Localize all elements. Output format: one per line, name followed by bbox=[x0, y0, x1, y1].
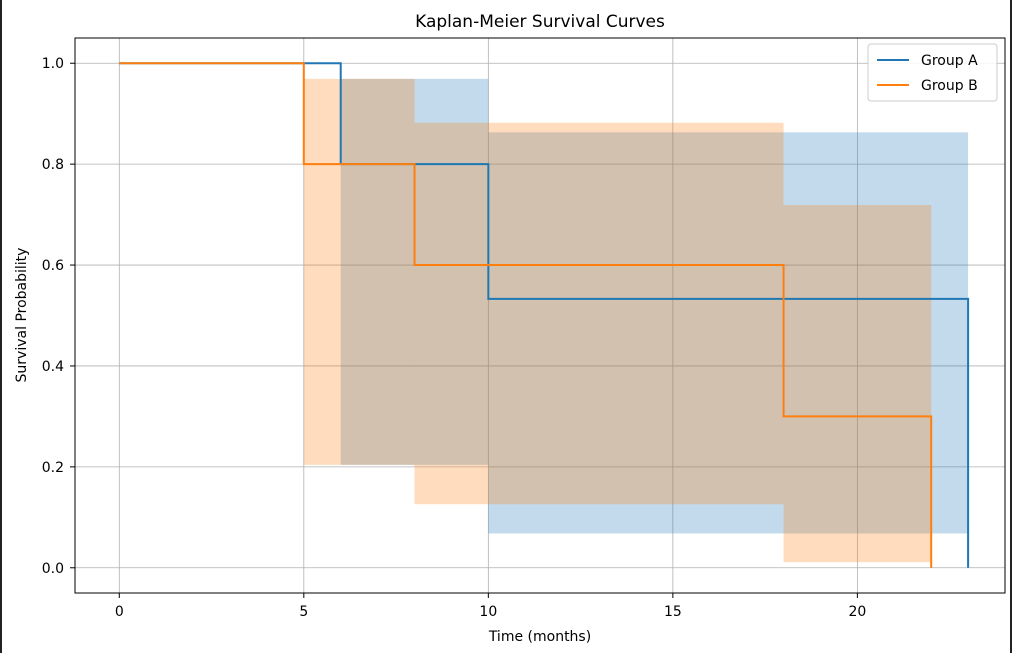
y-tick-label: 0.2 bbox=[42, 460, 64, 476]
chart-title: Kaplan-Meier Survival Curves bbox=[415, 12, 665, 32]
ci-band-group-a bbox=[488, 132, 784, 534]
x-tick-label: 5 bbox=[299, 604, 308, 620]
x-axis-label: Time (months) bbox=[488, 629, 591, 645]
y-tick-label: 0.8 bbox=[42, 157, 64, 173]
ci-band-group-b bbox=[783, 205, 932, 563]
y-tick-label: 0.0 bbox=[42, 561, 64, 577]
legend: Group A Group B bbox=[867, 43, 998, 102]
plot-frame bbox=[74, 37, 1006, 594]
left-window-border bbox=[0, 0, 2, 653]
x-tick-label: 20 bbox=[848, 604, 866, 620]
survival-line-group-a bbox=[119, 62, 970, 568]
axis-ticks: 0 5 10 15 20 0.0 0.2 0.4 0.6 0.8 1.0 bbox=[42, 56, 867, 620]
y-axis-label: Survival Probability bbox=[14, 248, 30, 383]
ci-band-group-a bbox=[783, 132, 969, 534]
x-tick-label: 10 bbox=[479, 604, 497, 620]
survival-line-group-b bbox=[119, 62, 933, 568]
ci-band-group-b bbox=[414, 122, 784, 505]
legend-box bbox=[867, 43, 998, 102]
y-tick-label: 0.6 bbox=[42, 258, 64, 274]
y-tick-label: 1.0 bbox=[42, 56, 64, 72]
survival-lines bbox=[119, 62, 970, 568]
ci-band-group-a bbox=[340, 78, 489, 465]
y-tick-label: 0.4 bbox=[42, 359, 64, 375]
confidence-bands bbox=[303, 78, 969, 563]
legend-label-group-b: Group B bbox=[921, 78, 978, 94]
grid bbox=[75, 38, 1005, 593]
x-tick-label: 0 bbox=[115, 604, 124, 620]
x-tick-label: 15 bbox=[664, 604, 682, 620]
legend-label-group-a: Group A bbox=[921, 53, 978, 69]
right-window-border bbox=[1010, 0, 1012, 653]
ci-band-group-b bbox=[303, 78, 415, 465]
